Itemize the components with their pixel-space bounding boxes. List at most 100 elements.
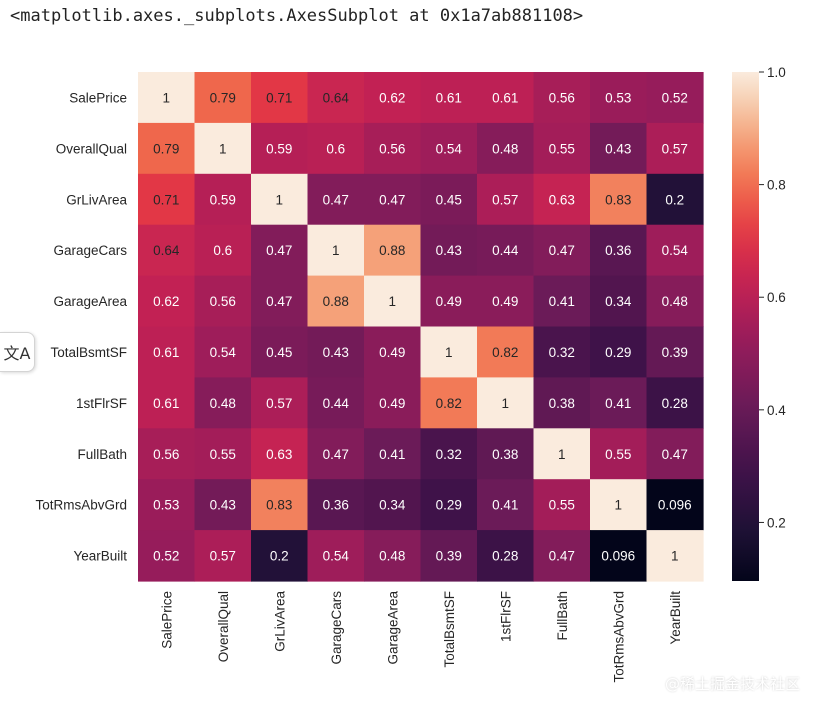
colorbar-tick-label: 0.4 [767, 403, 786, 418]
column-label: GarageCars [329, 591, 344, 665]
colorbar-tick-label: 1.0 [767, 65, 786, 80]
heatmap-cell [646, 224, 704, 277]
cell-annotation: 0.57 [266, 396, 292, 411]
heatmap-cell [251, 224, 309, 277]
heatmap-cell [477, 326, 535, 378]
heatmap-cell [194, 530, 252, 582]
heatmap-cell [477, 122, 535, 175]
cell-annotation: 1 [614, 498, 622, 513]
cell-output-text: <matplotlib.axes._subplots.AxesSubplot a… [10, 6, 584, 26]
cell-annotation: 0.44 [492, 243, 519, 258]
heatmap-cell [138, 530, 196, 582]
cell-annotation: 0.48 [379, 549, 405, 564]
heatmap-cell [590, 122, 648, 175]
cell-annotation: 0.43 [436, 243, 462, 258]
heatmap-cell [477, 173, 535, 226]
cell-annotation: 0.44 [323, 396, 350, 411]
heatmap-cell [194, 275, 252, 328]
colorbar: 0.2 0.4 0.6 0.8 1.0 [732, 65, 786, 581]
heatmap-cell [646, 326, 704, 378]
cell-annotation: 0.47 [266, 243, 292, 258]
cell-annotation: 0.2 [270, 549, 289, 564]
cell-annotation: 1 [501, 396, 509, 411]
column-label: OverallQual [216, 591, 231, 662]
cell-annotation: 0.64 [323, 90, 350, 105]
cell-annotation: 0.57 [210, 549, 236, 564]
heatmap-cell [364, 122, 422, 175]
heatmap-cell [138, 122, 196, 175]
heatmap-cell [251, 173, 309, 226]
cell-annotation: 0.61 [436, 90, 462, 105]
cell-annotation: 0.48 [210, 396, 236, 411]
heatmap-cell [533, 173, 591, 226]
cell-annotation: 0.55 [549, 141, 575, 156]
heatmap-cell [364, 530, 422, 582]
heatmap-cell [533, 275, 591, 328]
heatmap-cell [138, 326, 196, 378]
heatmap-cell [590, 479, 648, 531]
heatmap-cell [533, 326, 591, 378]
watermark: @稀土掘金技术社区 [664, 675, 800, 693]
heatmap-cell [307, 326, 365, 378]
cell-annotation: 1 [219, 141, 227, 156]
cell-annotation: 0.38 [549, 396, 575, 411]
cell-annotations: 1 0.79 0.71 0.64 0.62 0.61 0.61 0.56 0.53 0.520.7… [153, 90, 692, 563]
heatmap-cell [138, 173, 196, 226]
cell-annotation: 0.88 [379, 243, 405, 258]
cell-annotation: 0.47 [662, 447, 688, 462]
cell-annotation: 0.63 [266, 447, 292, 462]
cell-annotation: 1 [275, 192, 283, 207]
heatmap-cell [138, 377, 196, 429]
cell-annotation: 0.41 [605, 396, 631, 411]
heatmap-cell [420, 377, 478, 429]
cell-annotation: 1 [388, 294, 396, 309]
heatmap-cell [138, 428, 196, 480]
heatmap-cell [646, 428, 704, 480]
cell-annotation: 0.56 [379, 141, 405, 156]
heatmap-cell [364, 275, 422, 328]
heatmap-cell [138, 479, 196, 531]
heatmap-cell [251, 326, 309, 378]
cell-annotation: 0.53 [153, 498, 179, 513]
heatmap-cell [477, 377, 535, 429]
cell-annotation: 0.47 [549, 243, 575, 258]
column-label: TotRmsAbvGrd [611, 591, 626, 683]
heatmap-cells [138, 72, 704, 582]
cell-annotation: 0.32 [436, 447, 462, 462]
cell-annotation: 0.39 [662, 345, 688, 360]
cell-annotation: 1 [332, 243, 340, 258]
heatmap-cell [420, 224, 478, 277]
heatmap-cell [477, 479, 535, 531]
cell-annotation: 0.61 [492, 90, 518, 105]
heatmap-cell [364, 224, 422, 277]
cell-annotation: 0.36 [323, 498, 349, 513]
cell-annotation: 0.71 [266, 90, 292, 105]
colorbar-tick-label: 0.6 [767, 290, 786, 305]
cell-annotation: 0.56 [549, 90, 575, 105]
cell-annotation: 0.29 [605, 345, 631, 360]
heatmap-cell [477, 275, 535, 328]
cell-annotation: 0.53 [605, 90, 631, 105]
heatmap-cell [307, 224, 365, 277]
translate-button[interactable]: 文A [0, 332, 35, 372]
heatmap-cell [194, 224, 252, 277]
heatmap-cell [194, 428, 252, 480]
cell-annotation: 1 [558, 447, 566, 462]
heatmap-cell [307, 377, 365, 429]
cell-annotation: 0.83 [266, 498, 292, 513]
heatmap-cell [307, 72, 365, 124]
row-labels: SalePrice OverallQual GrLivArea GarageCars G… [35, 90, 127, 563]
heatmap-cell [420, 173, 478, 226]
cell-annotation: 0.48 [662, 294, 688, 309]
cell-annotation: 0.79 [210, 90, 236, 105]
heatmap-cell [420, 326, 478, 378]
row-label: FullBath [77, 447, 127, 462]
heatmap-cell [646, 72, 704, 124]
cell-annotation: 0.83 [605, 192, 631, 207]
cell-annotation: 0.64 [153, 243, 180, 258]
cell-annotation: 0.82 [436, 396, 462, 411]
heatmap-cell [194, 326, 252, 378]
heatmap-cell [477, 530, 535, 582]
heatmap-cell [533, 530, 591, 582]
cell-annotation: 0.55 [605, 447, 631, 462]
